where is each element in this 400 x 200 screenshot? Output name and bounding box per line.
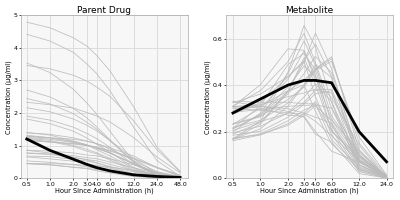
- X-axis label: Hour Since Administration (h): Hour Since Administration (h): [260, 188, 359, 194]
- Title: Parent Drug: Parent Drug: [77, 6, 131, 15]
- Title: Metabolite: Metabolite: [285, 6, 334, 15]
- Y-axis label: Concentration (μg/ml): Concentration (μg/ml): [6, 60, 12, 134]
- Y-axis label: Concentration (μg/ml): Concentration (μg/ml): [205, 60, 211, 134]
- X-axis label: Hour Since Administration (h): Hour Since Administration (h): [55, 188, 154, 194]
